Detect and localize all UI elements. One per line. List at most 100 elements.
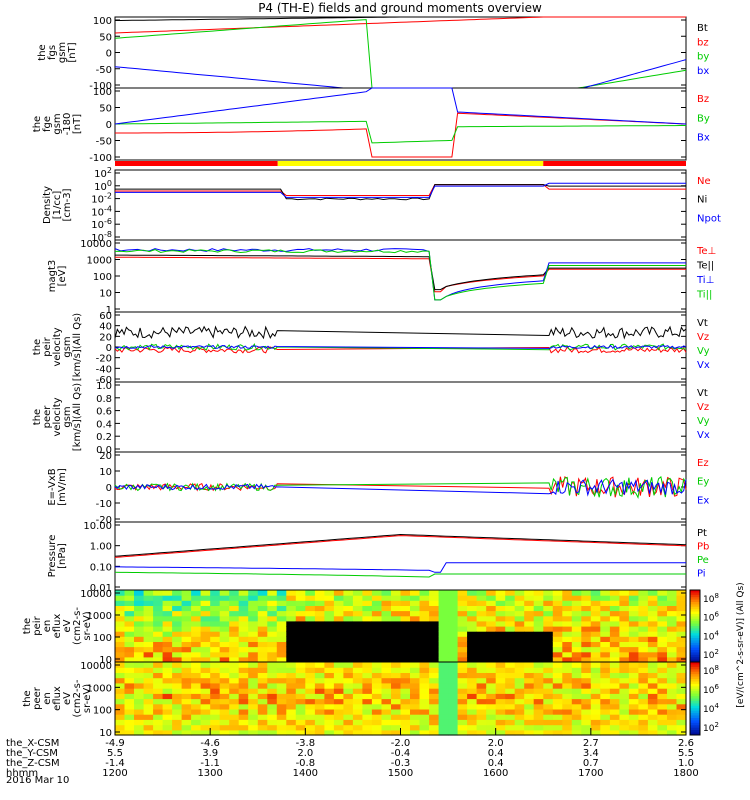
heatmap-cell: [410, 688, 421, 694]
y-axis-label: thefgsgsm[nT]: [37, 42, 78, 63]
heatmap-cell: [162, 626, 173, 632]
heatmap-cell: [115, 636, 126, 642]
heatmap-cell: [324, 672, 335, 679]
heatmap-cell: [181, 636, 192, 642]
heatmap-cell: [628, 610, 639, 617]
heatmap-cell: [257, 620, 268, 627]
heatmap-cell: [153, 590, 164, 596]
colorbar-cell: [690, 652, 700, 656]
heatmap-cell: [552, 605, 563, 612]
heatmap-cell: [305, 677, 316, 684]
colorbar-cell: [690, 720, 700, 724]
heatmap-cell: [238, 615, 249, 622]
heatmap-cell: [571, 677, 582, 684]
heatmap-cell: [381, 714, 392, 720]
heatmap-cell: [115, 605, 126, 612]
heatmap-cell: [448, 708, 459, 715]
heatmap-cell: [448, 590, 459, 596]
heatmap-cell: [229, 662, 240, 668]
heatmap-cell: [667, 615, 678, 622]
y-axis-label-line: [nT]: [67, 42, 78, 62]
heatmap-cell: [305, 605, 316, 612]
heatmap-cell: [295, 620, 306, 627]
heatmap-cell: [619, 615, 630, 622]
heatmap-cell: [419, 620, 430, 627]
y-tick-label: 0.10: [90, 562, 112, 573]
heatmap-cell: [352, 620, 363, 627]
y-tick-label: 0: [106, 343, 112, 354]
heatmap-cell: [438, 626, 449, 632]
heatmap-cell: [143, 724, 154, 731]
heatmap-cell: [333, 651, 344, 658]
heatmap-cell: [552, 677, 563, 684]
y-tick-label: 1.0: [96, 381, 112, 392]
heatmap-cell: [467, 677, 478, 684]
heatmap-cell: [172, 703, 183, 710]
heatmap-cell: [238, 662, 249, 668]
heatmap-cell: [219, 651, 230, 658]
heatmap-cell: [628, 641, 639, 648]
heatmap-cell: [172, 641, 183, 648]
heatmap-cell: [248, 682, 259, 689]
heatmap-cell: [505, 626, 516, 632]
heatmap-cell: [647, 677, 658, 684]
legend-Vt: Vt: [697, 318, 708, 329]
heatmap-cell: [391, 714, 402, 720]
heatmap-cell: [467, 626, 478, 632]
heatmap-cell: [305, 708, 316, 715]
heatmap-cell: [153, 662, 164, 668]
heatmap-cell: [467, 641, 478, 648]
heatmap-cell: [638, 651, 649, 658]
heatmap-cell: [324, 698, 335, 705]
heatmap-cell: [219, 636, 230, 642]
heatmap-cell: [153, 708, 164, 715]
heatmap-cell: [324, 651, 335, 658]
heatmap-cell: [362, 595, 373, 601]
heatmap-cell: [210, 714, 221, 720]
heatmap-cell: [276, 698, 287, 705]
y-tick-label: 1000: [87, 611, 112, 622]
heatmap-cell: [257, 698, 268, 705]
heatmap-cell: [257, 729, 268, 736]
heatmap-cell: [486, 708, 497, 715]
heatmap-cell: [314, 662, 325, 668]
heatmap-cell: [162, 590, 173, 596]
heatmap-cell: [419, 667, 430, 673]
heatmap-cell: [362, 672, 373, 679]
heatmap-cell: [124, 682, 135, 689]
colorbar-tick-label: 108: [703, 592, 719, 605]
heatmap-cell: [305, 729, 316, 736]
heatmap-cell: [314, 631, 325, 637]
y-tick-label: 50: [99, 104, 112, 115]
heatmap-cell: [391, 610, 402, 617]
heatmap-cell: [457, 651, 468, 658]
heatmap-cell: [581, 667, 592, 673]
heatmap-cell: [400, 626, 411, 632]
heatmap-cell: [533, 714, 544, 720]
heatmap-cell: [238, 729, 249, 736]
heatmap-cell: [657, 600, 668, 606]
heatmap-cell: [257, 714, 268, 720]
heatmap-cell: [124, 729, 135, 736]
heatmap-cell: [600, 693, 611, 700]
heatmap-cell: [257, 667, 268, 673]
ephemeris-value: -3.8: [296, 738, 316, 749]
heatmap-cell: [562, 677, 573, 684]
heatmap-cell: [314, 651, 325, 658]
y-axis-label-line: fge: [42, 116, 53, 132]
ephemeris-value: -2.0: [391, 738, 411, 749]
y-axis-label-line: E=-VxB: [47, 468, 58, 505]
heatmap-cell: [333, 662, 344, 668]
heatmap-cell: [381, 698, 392, 705]
heatmap-cell: [371, 729, 382, 736]
heatmap-cell: [609, 600, 620, 606]
heatmap-cell: [562, 615, 573, 622]
heatmap-cell: [305, 656, 316, 663]
heatmap-cell: [162, 651, 173, 658]
heatmap-cell: [495, 703, 506, 710]
heatmap-cell: [343, 729, 354, 736]
heatmap-cell: [181, 615, 192, 622]
colorbar-label: [eV/(cm^2-s-sr-eV)] (All Qs): [736, 582, 746, 707]
series-Ni-line: [115, 184, 686, 201]
heatmap-cell: [134, 662, 145, 668]
